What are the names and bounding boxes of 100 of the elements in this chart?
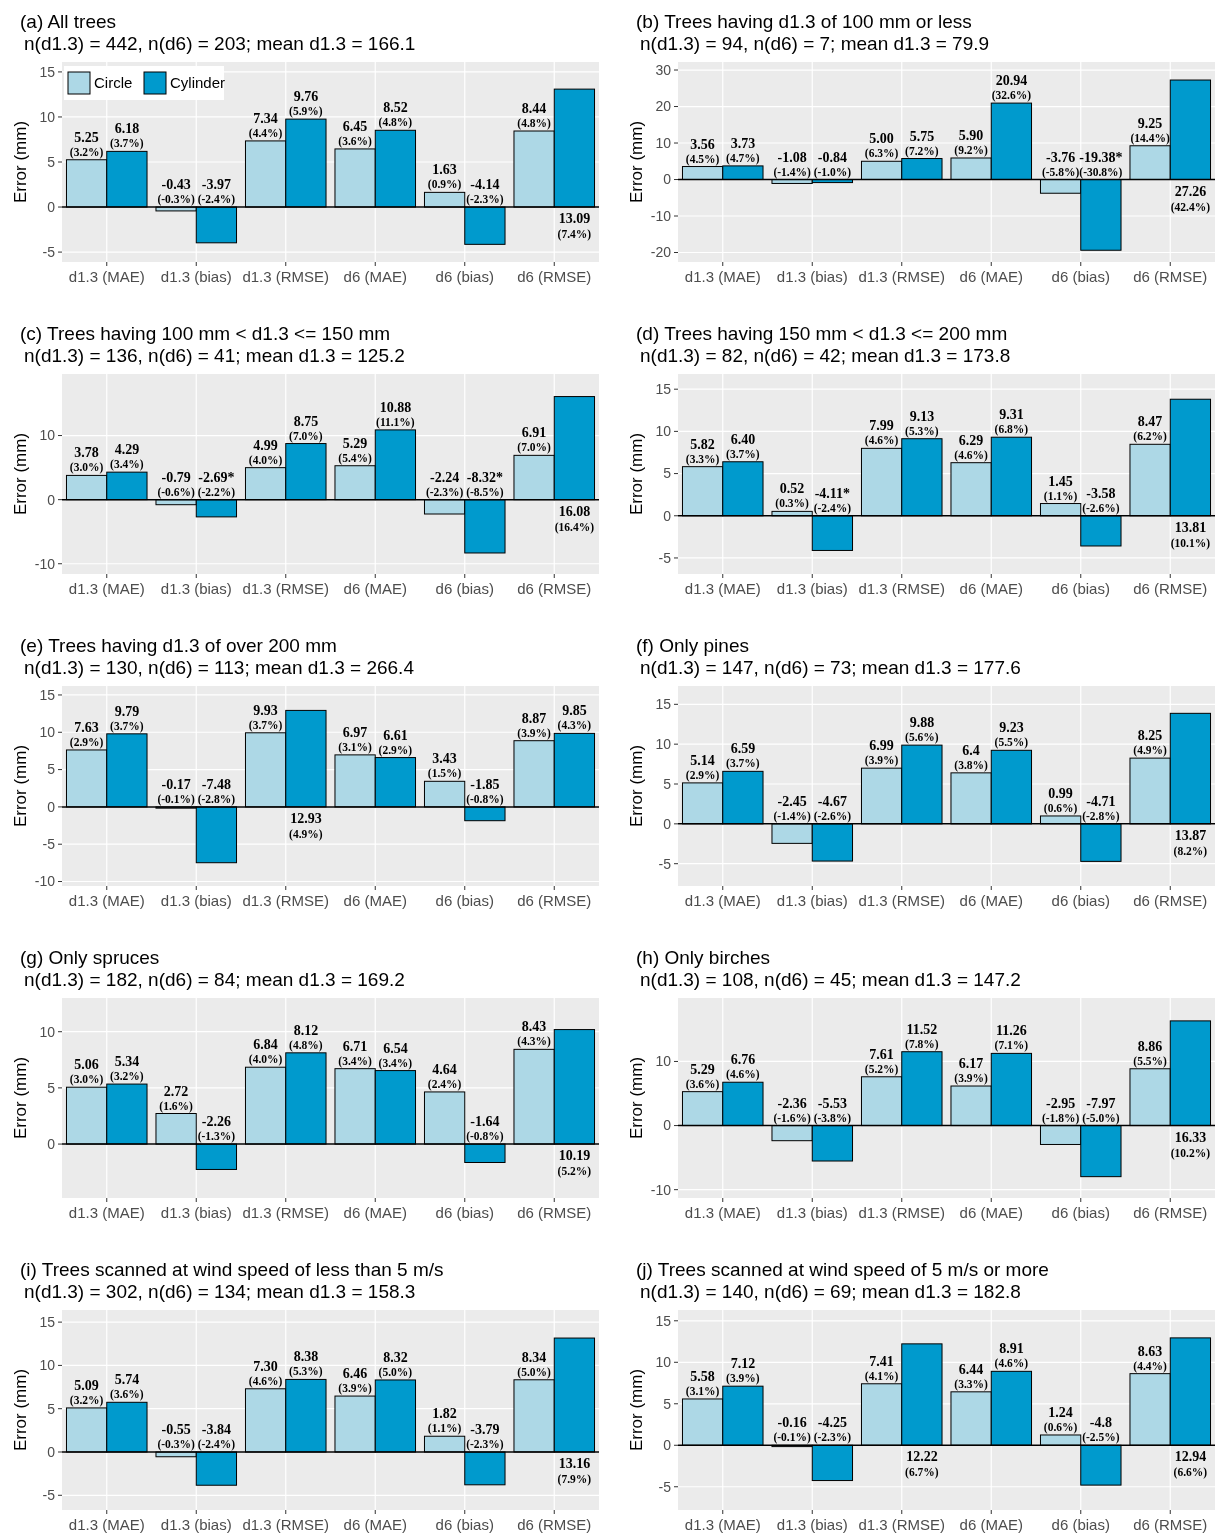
data-label: 6.18 (3.7%) [110,121,144,151]
data-label: 8.44 (4.8%) [517,101,552,131]
y-tick-label: 30 [655,61,672,78]
data-label: 5.00 (6.3%) [864,131,899,161]
data-label: -1.85 (-0.8%) [466,776,504,806]
y-tick-label: 10 [655,1053,672,1070]
data-label: 6.17 (3.9%) [954,1056,989,1086]
y-axis-title: Error (mm) [627,1368,646,1452]
data-label: 6.99 (3.9%) [864,738,899,768]
data-label: 7.41 (4.1%) [864,1353,899,1383]
x-tick-label: d6 (MAE) [959,892,1023,909]
x-tick-label: d6 (bias) [1051,1204,1110,1221]
x-tick-label: d1.3 (MAE) [68,1516,145,1533]
x-tick-label: d6 (bias) [435,268,494,285]
data-label: -4.67 (-2.6%) [813,793,852,823]
data-label: 16.08 (16.4%) [554,503,595,534]
data-label: 8.86 (5.5%) [1133,1038,1168,1068]
y-tick-label: -20 [650,244,672,261]
data-label: 4.64 (2.4%) [427,1061,462,1091]
data-label: 1.24 (0.6%) [1043,1404,1078,1434]
x-tick-label: d6 (bias) [1051,580,1110,597]
x-tick-label: d6 (bias) [435,892,494,909]
chart-title: (b) Trees having d1.3 of 100 mm or less [636,11,972,32]
x-tick-label: d1.3 (MAE) [684,268,761,285]
data-label: 8.52 (4.8%) [378,100,413,130]
data-label: -3.76 (-5.8%) [1041,149,1080,179]
y-tick-label: 10 [655,1354,672,1371]
x-tick-label: d1.3 (bias) [776,268,848,285]
y-tick-label: 10 [39,1023,56,1040]
data-label: 6.71 (3.4%) [338,1038,373,1068]
x-tick-label: d6 (bias) [1051,268,1110,285]
chart-title: (i) Trees scanned at wind speed of less than 5 m/s [20,1259,444,1280]
y-tick-label: 5 [663,1395,672,1412]
data-label: 3.43 (1.5%) [427,751,462,781]
data-label: 9.13 (5.3%) [905,408,939,438]
x-tick-label: d6 (bias) [435,1516,494,1533]
data-label: 7.34 (4.4%) [248,110,283,140]
data-label: -0.55 (-0.3%) [157,1421,195,1451]
data-label: 5.29 (3.6%) [685,1061,720,1091]
x-tick-label: d1.3 (RMSE) [242,892,330,909]
y-tick-label: 10 [39,724,56,741]
y-tick-label: 5 [47,761,56,778]
data-label: 10.19 (5.2%) [557,1148,592,1179]
data-label: -3.58 (-2.6%) [1082,485,1120,515]
data-label: -5.53 (-3.8%) [813,1095,852,1125]
data-label: 5.82 (3.3%) [685,436,720,466]
data-label: 5.74 (3.6%) [110,1372,144,1402]
x-tick-label: d6 (RMSE) [517,1516,592,1533]
data-label: 11.52 (7.8%) [905,1021,939,1051]
x-tick-label: d1.3 (RMSE) [858,268,946,285]
x-tick-label: d6 (RMSE) [1133,1516,1208,1533]
y-tick-label: 15 [39,1314,56,1331]
y-tick-label: 5 [47,1400,56,1417]
data-label: 5.34 (3.2%) [110,1054,144,1084]
data-label: -3.84 (-2.4%) [197,1421,236,1451]
x-tick-label: d6 (MAE) [343,892,407,909]
data-label: 8.63 (4.4%) [1133,1343,1168,1373]
data-label: 9.79 (3.7%) [110,703,144,733]
chart-title: (e) Trees having d1.3 of over 200 mm [20,635,337,656]
y-axis-title: Error (mm) [11,120,30,204]
x-tick-label: d6 (MAE) [959,580,1023,597]
chart-subtitle: n(d1.3) = 136, n(d6) = 41; mean d1.3 = 125.2 [24,345,405,366]
data-label: 10.88 (11.1%) [376,399,415,429]
data-label: 6.4 (3.8%) [954,742,989,772]
chart-title: (c) Trees having 100 mm < d1.3 <= 150 mm [20,323,391,344]
data-label: 4.29 (3.4%) [110,442,144,472]
data-label: 7.30 (4.6%) [248,1358,283,1388]
chart-title: (a) All trees [20,11,117,32]
y-tick-label: 5 [47,1079,56,1096]
y-tick-label: -10 [34,873,56,890]
data-label: 4.99 (4.0%) [248,437,283,467]
x-tick-label: d1.3 (RMSE) [242,1204,330,1221]
data-label: 9.85 (4.3%) [557,703,592,733]
x-tick-label: d1.3 (bias) [160,268,232,285]
data-label: 6.97 (3.1%) [338,724,373,754]
data-label: -8.32* (-8.5%) [466,469,504,499]
data-label: 6.84 (4.0%) [248,1037,283,1067]
data-label: 9.76 (5.9%) [289,89,323,119]
data-label: -1.08 (-1.4%) [773,149,811,179]
data-label: 3.78 (3.0%) [69,445,104,475]
data-label: 8.47 (6.2%) [1133,414,1168,444]
data-label: 6.61 (2.9%) [378,727,413,757]
data-label: 1.82 (1.1%) [427,1406,462,1436]
data-label: 7.99 (4.6%) [864,418,899,448]
chart-title: (j) Trees scanned at wind speed of 5 m/s or more [636,1259,1049,1280]
y-tick-label: 15 [655,1312,672,1329]
data-label: -1.64 (-0.8%) [466,1114,504,1144]
y-tick-label: 0 [47,1135,56,1152]
y-tick-label: 20 [655,98,672,115]
data-label: 3.56 (4.5%) [685,136,720,166]
x-tick-label: d1.3 (RMSE) [858,892,946,909]
y-tick-label: -10 [650,207,672,224]
chart-subtitle: n(d1.3) = 82, n(d6) = 42; mean d1.3 = 173.8 [640,345,1011,366]
data-label: 5.90 (9.2%) [954,127,989,157]
x-tick-label: d6 (MAE) [343,268,407,285]
y-tick-label: -5 [658,1478,672,1495]
data-label: 9.25 (14.4%) [1130,115,1170,145]
x-tick-label: d1.3 (bias) [776,892,848,909]
x-tick-label: d6 (MAE) [343,580,407,597]
x-tick-label: d6 (MAE) [959,268,1023,285]
